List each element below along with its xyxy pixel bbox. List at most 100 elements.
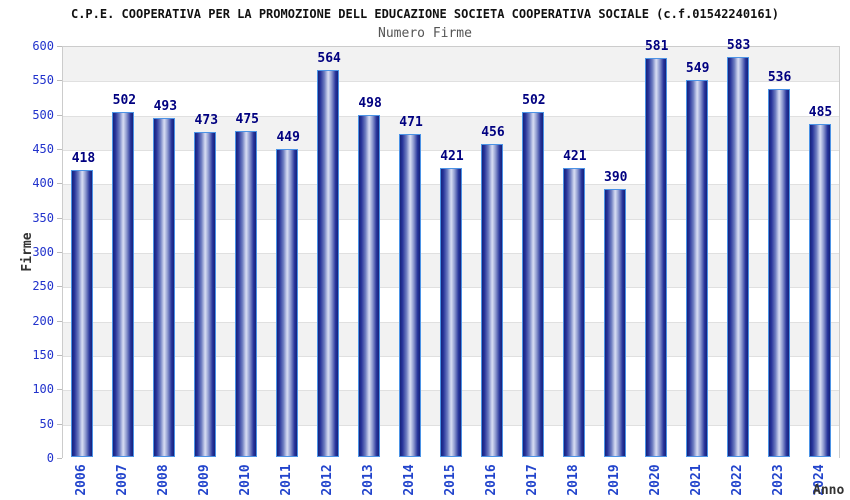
y-axis-title: Firme <box>20 232 35 272</box>
y-tick-label: 550 <box>32 73 54 88</box>
x-tick-label: 2017 <box>524 464 540 496</box>
y-tick-mark <box>57 320 62 322</box>
bar-value-label: 421 <box>440 148 464 164</box>
bar-slot: 549 <box>677 47 718 457</box>
bar-slot: 502 <box>513 47 554 457</box>
bar-value-label: 471 <box>399 114 423 130</box>
x-axis-title: Anno <box>813 483 845 498</box>
bar-2008 <box>153 118 176 457</box>
bar-slot: 536 <box>759 47 800 457</box>
x-tick-label: 2020 <box>647 464 663 496</box>
bar-2007 <box>112 112 135 457</box>
y-tick-label: 300 <box>32 245 54 259</box>
x-tick-label: 2010 <box>238 464 254 496</box>
y-tick-mark <box>57 458 62 459</box>
bar-value-label: 421 <box>563 148 587 164</box>
y-tick-label: 250 <box>32 279 54 294</box>
bar-value-label: 564 <box>317 50 341 66</box>
bar-slot: 583 <box>718 38 759 457</box>
bar-value-label: 493 <box>153 99 178 115</box>
bar-slot: 485 <box>800 47 841 457</box>
x-tick-label: 2015 <box>443 464 458 496</box>
bar-slot: 456 <box>472 47 513 457</box>
bar-2014 <box>399 133 422 457</box>
chart-title: C.P.E. COOPERATIVA PER LA PROMOZIONE DEL… <box>70 7 779 21</box>
bar-2011 <box>276 148 299 457</box>
bar-slot: 502 <box>104 47 145 457</box>
y-tick-mark <box>57 149 62 150</box>
x-tick-label: 2018 <box>565 464 581 496</box>
bar-value-label: 549 <box>685 61 710 77</box>
y-tick-mark <box>57 183 62 185</box>
bar-slot: 390 <box>595 47 636 457</box>
y-tick-label: 50 <box>39 416 54 431</box>
bar-slot: 471 <box>391 47 432 457</box>
bar-value-label: 502 <box>112 93 137 109</box>
bar-2019 <box>603 189 626 457</box>
y-tick-label: 400 <box>32 176 54 191</box>
bar-value-label: 583 <box>726 37 751 53</box>
bar-slot: 418 <box>63 47 104 457</box>
x-tick-label: 2013 <box>361 464 377 496</box>
x-tick-label: 2016 <box>483 464 499 496</box>
y-tick-label: 200 <box>32 313 54 328</box>
y-tick-mark <box>57 217 62 219</box>
bar-slot: 475 <box>227 47 268 457</box>
y-tick-label: 350 <box>32 210 54 225</box>
bar-value-label: 449 <box>276 129 300 145</box>
bar-value-label: 390 <box>604 170 628 186</box>
bar-2020 <box>644 58 667 457</box>
x-tick-label: 2023 <box>770 464 786 496</box>
bar-2024 <box>808 123 831 457</box>
bar-2015 <box>439 167 462 457</box>
bar-slot: 421 <box>554 47 595 457</box>
bar-value-label: 581 <box>644 39 669 55</box>
y-tick-label: 0 <box>46 451 54 465</box>
y-tick-mark <box>57 286 62 288</box>
y-tick-label: 150 <box>32 348 54 362</box>
y-tick-label: 500 <box>32 107 54 122</box>
bar-slot: 493 <box>145 47 186 457</box>
bar-value-label: 473 <box>194 113 219 129</box>
bar-2023 <box>767 88 790 457</box>
bar-2009 <box>194 132 217 457</box>
y-tick-mark <box>57 114 62 116</box>
bar-value-label: 456 <box>481 124 505 140</box>
bar-slot: 421 <box>432 47 473 457</box>
x-tick-label: 2009 <box>197 464 213 496</box>
bar-2022 <box>726 56 749 457</box>
bar-2021 <box>685 80 708 457</box>
x-tick-label: 2021 <box>688 464 704 496</box>
bar-slot: 498 <box>350 47 391 457</box>
y-tick-mark <box>57 252 62 253</box>
x-tick-label: 2007 <box>115 464 131 496</box>
y-tick-mark <box>57 355 62 356</box>
x-tick-label: 2012 <box>320 464 336 496</box>
grid-band <box>63 47 839 82</box>
bar-2010 <box>235 130 258 457</box>
bar-2006 <box>71 169 94 457</box>
bar-2016 <box>480 143 503 457</box>
x-tick-label: 2022 <box>729 464 745 496</box>
y-tick-label: 600 <box>32 39 54 53</box>
bar-slot: 449 <box>268 47 309 457</box>
bar-value-label: 498 <box>358 96 382 112</box>
x-tick-label: 2014 <box>402 464 418 496</box>
bar-slot: 564 <box>309 47 350 457</box>
bar-value-label: 475 <box>235 111 259 127</box>
bar-2018 <box>562 167 585 457</box>
x-tick-label: 2006 <box>74 464 90 496</box>
x-tick-label: 2019 <box>606 464 622 496</box>
y-tick-label: 100 <box>32 382 54 397</box>
y-tick-mark <box>57 80 62 82</box>
plot-area: 418 502 493 473 475 449 564 498 471 421 456 502 421 3… <box>62 38 841 459</box>
bar-2013 <box>358 115 381 457</box>
y-tick-label: 450 <box>32 142 54 156</box>
y-tick-mark <box>57 423 62 425</box>
bar-value-label: 485 <box>808 104 833 120</box>
chart-subtitle: Numero Firme <box>378 26 472 41</box>
bar-value-label: 418 <box>71 150 96 166</box>
bar-value-label: 536 <box>767 69 792 85</box>
x-tick-label: 2011 <box>279 464 295 496</box>
